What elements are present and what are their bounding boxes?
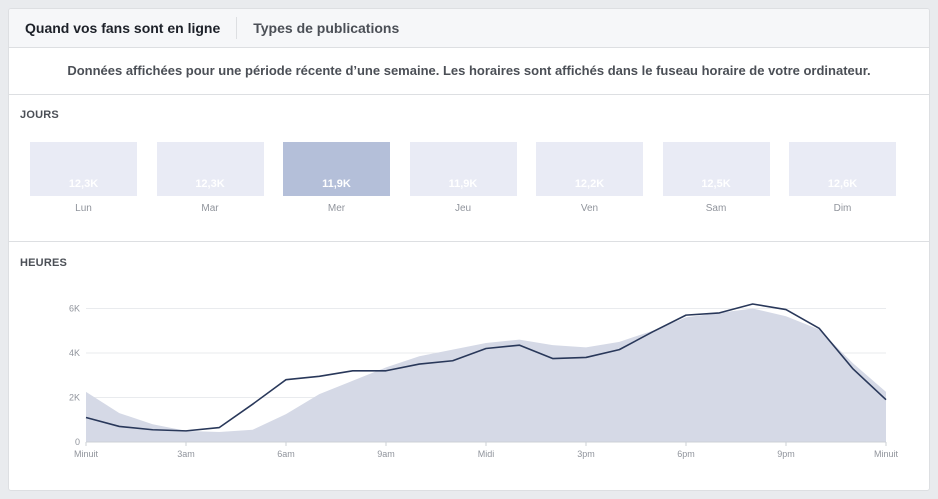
- line-series: [85, 303, 887, 432]
- day-bar: 12,5K: [662, 142, 770, 196]
- day-value: 12,2K: [574, 178, 605, 190]
- day-value: 12,3K: [195, 178, 225, 190]
- day-bar: 12,2K: [536, 142, 643, 196]
- y-tick-label: 0: [75, 437, 80, 447]
- period-notice: Données affichées pour une période récen…: [9, 48, 929, 95]
- day-tile-mar[interactable]: 12,3K Mar: [156, 142, 264, 214]
- day-tile-dim[interactable]: 12,6K Dim: [789, 142, 896, 214]
- tab-when-fans-online[interactable]: Quand vos fans sont en ligne: [25, 20, 221, 36]
- x-tick-label: 6am: [277, 449, 295, 459]
- tab-bar: Quand vos fans sont en ligne Types de pu…: [9, 9, 929, 48]
- day-label: Sam: [705, 203, 727, 214]
- day-label: Mar: [201, 203, 219, 214]
- day-value: 11,9K: [448, 178, 478, 190]
- hours-section-title: HEURES: [20, 257, 68, 269]
- hours-section: HEURES 0 2K 4K 6K Minuit 3am 6am 9am Midi 3pm 6pm 9…: [9, 242, 929, 490]
- day-label: Ven: [580, 203, 599, 214]
- y-tick-label: 2K: [69, 392, 80, 402]
- y-tick-label: 6K: [69, 303, 80, 313]
- day-bar: 12,6K: [789, 142, 896, 196]
- hours-chart: 0 2K 4K 6K Minuit 3am 6am 9am Midi 3pm 6pm 9pm Minui…: [69, 303, 899, 459]
- x-tick-label: 9am: [377, 449, 395, 459]
- x-tick-label: 3am: [177, 449, 195, 459]
- day-label: Jeu: [454, 203, 472, 214]
- x-tick-label: Midi: [478, 449, 495, 459]
- y-tick-label: 4K: [69, 348, 80, 358]
- insights-panel: Quand vos fans sont en ligne Types de pu…: [8, 8, 930, 491]
- day-value: 12,6K: [827, 178, 858, 190]
- tab-divider: [236, 17, 238, 39]
- day-bar: 11,9K: [409, 142, 517, 196]
- area-series: [86, 308, 886, 442]
- tab-post-types[interactable]: Types de publications: [253, 20, 400, 36]
- day-tile-jeu[interactable]: 11,9K Jeu: [409, 142, 517, 214]
- day-bar: 11,9K: [283, 142, 390, 196]
- day-tile-ven[interactable]: 12,2K Ven: [536, 142, 643, 214]
- day-value: 12,3K: [68, 178, 99, 190]
- x-tick-label: 6pm: [677, 449, 695, 459]
- days-section: JOURS 12,3K Lun 12,3K Mar 11,9K Mer 11,9K Jeu 12…: [9, 94, 929, 242]
- day-bar: 12,3K: [156, 142, 264, 196]
- day-label: Dim: [833, 203, 852, 214]
- day-tile-sam[interactable]: 12,5K Sam: [662, 142, 770, 214]
- day-label: Lun: [75, 203, 92, 214]
- x-tick-label: Minuit: [74, 449, 99, 459]
- x-tick-label: Minuit: [874, 449, 899, 459]
- x-tick-label: 3pm: [577, 449, 595, 459]
- day-label: Mer: [327, 203, 346, 214]
- day-bar: 12,3K: [30, 142, 137, 196]
- day-tile-mer[interactable]: 11,9K Mer: [283, 142, 390, 214]
- days-section-title: JOURS: [20, 109, 59, 121]
- day-value: 12,5K: [701, 178, 731, 190]
- day-tile-lun[interactable]: 12,3K Lun: [30, 142, 137, 214]
- day-value: 11,9K: [322, 178, 351, 190]
- x-tick-label: 9pm: [777, 449, 795, 459]
